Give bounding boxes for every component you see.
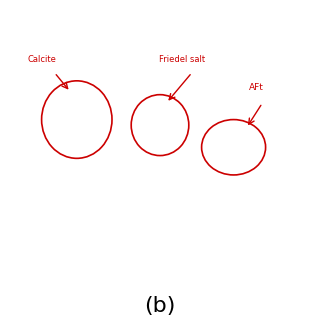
Text: Calcite: Calcite bbox=[27, 55, 56, 64]
Text: AFt: AFt bbox=[249, 83, 263, 92]
Text: 5.00: 5.00 bbox=[297, 281, 310, 286]
Text: Friedel salt: Friedel salt bbox=[159, 55, 205, 64]
Text: 00 10.0kV 14.7mm x10.0k SE(M): 00 10.0kV 14.7mm x10.0k SE(M) bbox=[3, 281, 106, 286]
Text: (b): (b) bbox=[144, 296, 176, 316]
